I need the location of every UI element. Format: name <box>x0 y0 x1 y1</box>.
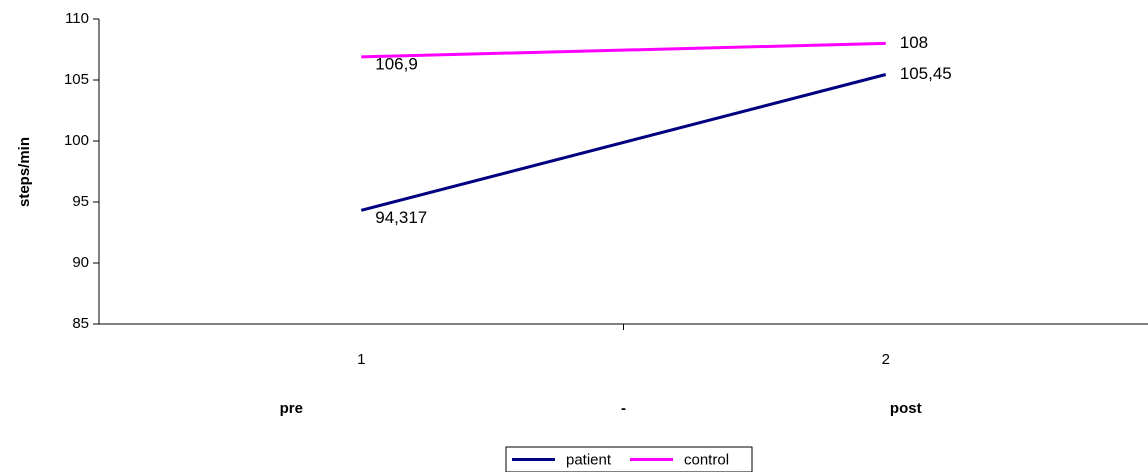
x-group-label: - <box>621 400 626 417</box>
y-tick-label: 90 <box>72 254 89 271</box>
x-group-label: post <box>890 400 922 417</box>
x-tick-label: 2 <box>882 351 890 368</box>
legend: patient control <box>506 447 752 472</box>
data-label-patient: 105,45 <box>900 64 952 83</box>
data-label-control: 108 <box>900 33 928 52</box>
data-labels: 94,317 105,45 106,9 108 <box>375 33 952 227</box>
data-label-patient: 94,317 <box>375 208 427 227</box>
legend-label-patient: patient <box>566 451 612 468</box>
y-ticks: 85 90 95 100 105 110 <box>64 10 99 332</box>
series-line-control <box>361 43 886 56</box>
x-category-groups: pre - post <box>280 400 922 417</box>
x-tick-label: 1 <box>357 351 365 368</box>
series-line-patient <box>361 75 886 211</box>
legend-label-control: control <box>684 451 729 468</box>
data-label-control: 106,9 <box>375 54 418 73</box>
y-tick-label: 95 <box>72 193 89 210</box>
y-tick-label: 105 <box>64 71 89 88</box>
axes <box>99 19 1148 324</box>
y-tick-label: 100 <box>64 132 89 149</box>
series-lines <box>361 43 886 210</box>
y-tick-label: 85 <box>72 315 89 332</box>
y-tick-label: 110 <box>65 10 89 27</box>
x-group-label: pre <box>280 400 303 417</box>
y-axis-title: steps/min <box>16 137 33 207</box>
